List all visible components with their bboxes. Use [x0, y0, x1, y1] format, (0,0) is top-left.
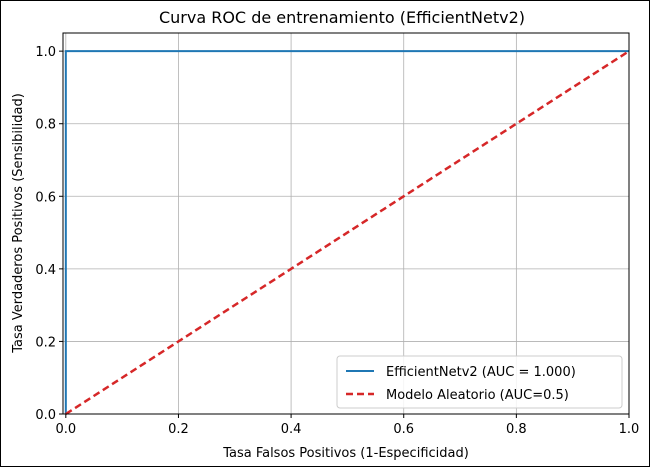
x-axis-label: Tasa Falsos Positivos (1-Especificidad): [222, 446, 469, 461]
x-tick-label-3: 0.6: [393, 422, 414, 437]
y-tick-label-3: 0.6: [35, 190, 56, 205]
legend: EfficientNetv2 (AUC = 1.000) Modelo Alea…: [336, 355, 623, 409]
plot-series: [64, 50, 630, 416]
x-tick-label-5: 1.0: [619, 422, 640, 437]
series-line-0: [64, 50, 629, 414]
legend-box: [336, 355, 623, 409]
y-axis-label: Tasa Verdaderos Positivos (Sensibilidad): [11, 93, 26, 354]
x-tick-label-2: 0.4: [281, 422, 302, 437]
y-tick-label-5: 1.0: [35, 45, 56, 60]
x-tick-label-1: 0.2: [168, 422, 189, 437]
y-tick-label-1: 0.2: [35, 335, 56, 350]
x-axis-ticks: 0.0 0.2 0.4 0.6 0.8 1.0: [55, 414, 639, 437]
y-tick-label-4: 0.8: [35, 118, 56, 133]
y-axis-ticks: 0.0 0.2 0.4 0.6 0.8 1.0: [35, 45, 63, 423]
x-tick-label-0: 0.0: [55, 422, 76, 437]
chart-title: Curva ROC de entrenamiento (EfficientNet…: [159, 8, 525, 27]
y-tick-label-2: 0.4: [35, 263, 56, 278]
legend-label-random: Modelo Aleatorio (AUC=0.5): [386, 388, 569, 403]
axes-box: [62, 32, 630, 415]
series-line-1: [65, 50, 630, 416]
legend-label-efficientnet: EfficientNetv2 (AUC = 1.000): [386, 365, 576, 380]
x-tick-label-4: 0.8: [506, 422, 527, 437]
y-tick-label-0: 0.0: [35, 408, 56, 423]
